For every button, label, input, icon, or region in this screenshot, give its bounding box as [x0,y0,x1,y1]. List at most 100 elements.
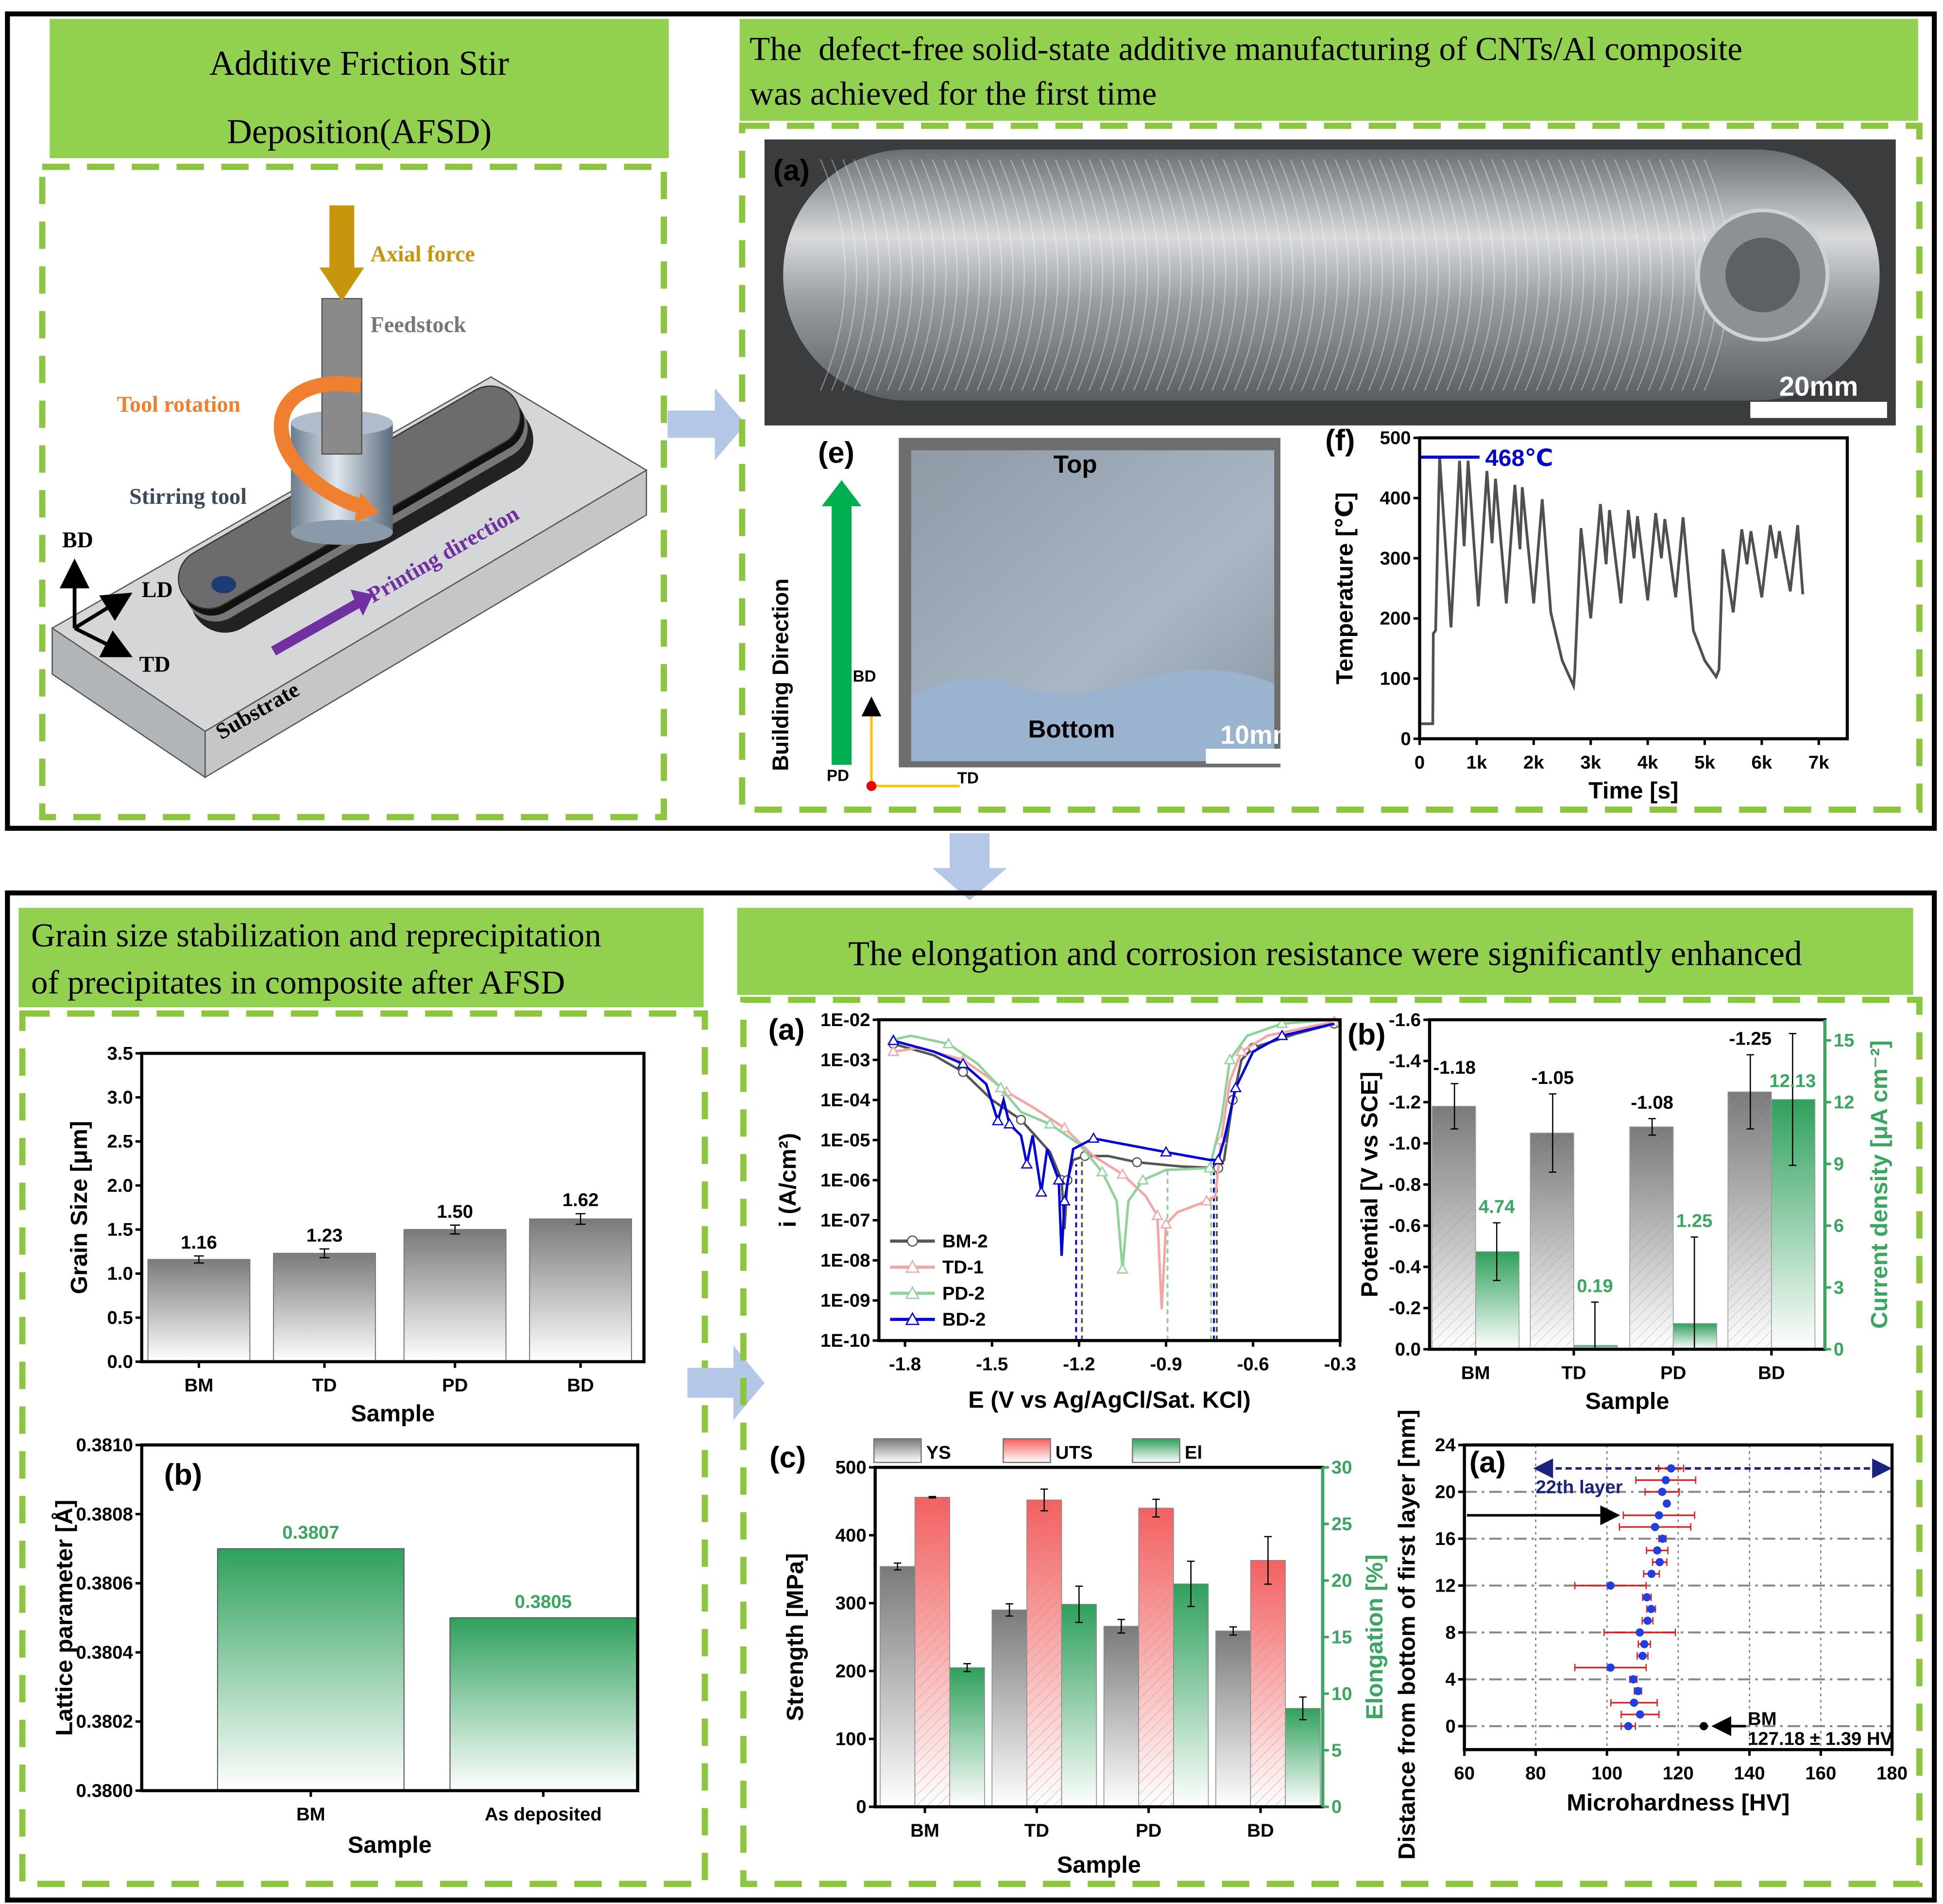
achievement-title-bar [739,18,1918,121]
y-tick-label: 0 [1400,728,1411,749]
tool-mark-arc [1301,159,1327,391]
y-tick-label: -1.4 [1389,1051,1421,1072]
bar-El-PD [1173,1583,1209,1807]
y-tick-label: 16 [1435,1528,1456,1549]
tool-mark-arc [1122,159,1148,391]
bar-value-label: 1.62 [562,1190,599,1211]
axial-force-arrow [319,205,364,301]
y-tick-label: 0.0 [1395,1339,1421,1360]
tool-mark-arc [1055,159,1081,391]
y-tick-label: -1.0 [1389,1133,1421,1154]
data-point [1630,1698,1638,1707]
results-dashed-box-top [739,122,1923,813]
tool-mark-arc [1334,159,1361,391]
tool-rotation-label: Tool rotation [117,392,241,417]
afsd-title-line-2: Deposition(AFSD) [227,113,492,151]
bar-YS-TD [991,1609,1027,1807]
tool-mark-arc [1144,159,1171,391]
potential-value-label: -1.25 [1729,1029,1772,1049]
grain-title-line-2: of precipitates in composite after AFSD [31,963,565,1001]
tool-mark-arc [1189,159,1215,391]
data-point [1003,1117,1016,1129]
x-tick-label: 160 [1805,1763,1836,1784]
data-point [1643,1616,1652,1625]
x-tick-label: BD [1758,1363,1785,1384]
data-point [1212,1153,1225,1165]
tool-mark-arc [1200,159,1227,391]
y-tick-label: 24 [1435,1435,1456,1456]
bar-value-label: 1.16 [181,1232,217,1253]
polarization-chart: BM-2 TD-1 PD-2 BD-2 1E-10 1E-09 1E-08 1E-07 1E-0… [768,1010,1356,1413]
bar-As deposited [449,1617,637,1791]
temperature-chart: 468℃ 0 100 200 300 400 500 0 1k 2k 3k 4k 5k 6k 7k Time … [1325,424,1849,804]
bar-hatch [1250,1560,1286,1807]
printing-direction-arrow [271,589,373,656]
x-tick-label: PD [442,1375,468,1396]
legend-label: BM-2 [942,1231,988,1252]
data-point [1058,1195,1071,1206]
x-axis-title: E (V vs Ag/AgCl/Sat. KCl) [968,1387,1251,1413]
stirring-tool-label: Stirring tool [129,484,247,509]
data-point [1651,1523,1659,1531]
data-point [887,1045,900,1056]
bar-YS-BM [880,1566,916,1807]
y-axis-title: i (A/cm²) [775,1133,801,1227]
tool-mark-arc [1648,159,1674,391]
flow-arrow-down [932,833,1007,901]
y-tick-label: 4 [1445,1669,1456,1690]
bar-YS-BD [1215,1630,1251,1807]
x-tick-label: -1.5 [976,1354,1008,1375]
tool-mark-arc [920,159,947,391]
keyhole-mark [211,576,237,594]
tool-mark-arc [976,159,1003,391]
bar-value-label: 0.3807 [282,1522,339,1543]
x-tick-label: BM [185,1375,214,1396]
ld-axis [73,592,133,630]
y-tick-label: 500 [835,1457,867,1478]
y-tick-label: 1.5 [107,1219,133,1240]
data-point [1224,1053,1236,1064]
data-point [1160,1146,1172,1157]
tool-mark-arc [1424,159,1450,391]
data-point [1116,1263,1129,1274]
y-tick-label: 1E-04 [820,1090,870,1111]
data-point [1638,1651,1647,1660]
tool-mark-arc [1099,159,1126,391]
y-tick-label: 1E-06 [820,1170,870,1191]
grain-size-chart: 1.16 1.23 1.50 1.62 0.0 0.5 1.0 1.5 2.0 2.5 3.0 3.5… [66,1043,646,1427]
x-tick-label: 0 [1415,752,1425,773]
tool-mark-arc [999,159,1025,391]
y-tick-label: 1E-02 [820,1010,870,1030]
bd-label-e: BD [853,668,876,686]
grain-title-bar [18,908,704,1008]
legend-label: UTS [1056,1442,1093,1463]
flow-arrow-right-top [667,388,746,461]
afsd-schematic: Axial force Feedstock Tool rotation Stir… [51,205,648,779]
y-right-axis-title: Current density [μA cm⁻²] [1866,1040,1892,1329]
y-axis-title: Strength [MPa] [782,1553,808,1721]
bar-hatch [915,1497,950,1807]
feedstock-label: Feedstock [371,312,466,337]
tool-mark-arc [1659,159,1685,391]
data-point [887,1034,900,1046]
x-axis-title: Time [s] [1588,777,1679,804]
y-right-tick-label: 10 [1331,1683,1352,1704]
tool-rotation-arrow [273,376,369,515]
data-point [1624,1722,1633,1731]
legend-swatch [1002,1438,1051,1463]
bar-value-label: 0.3805 [515,1591,572,1612]
y-right-tick-label: 12 [1834,1092,1855,1113]
tool-mark-arc [1413,159,1439,391]
potential-value-label: -1.18 [1433,1057,1476,1078]
y-right-tick-label: 0 [1331,1797,1342,1818]
x-axis-title: Sample [351,1401,435,1427]
x-tick-label: TD [1561,1363,1586,1384]
x-tick-label: -0.9 [1150,1354,1182,1375]
data-point [1016,1115,1026,1125]
tool-mark-arc [1480,159,1506,391]
pd-label-e: PD [827,767,849,785]
potential-value-label: -1.05 [1532,1067,1574,1088]
properties-title: The elongation and corrosion resistance … [848,934,1802,973]
data-point [958,1067,968,1077]
